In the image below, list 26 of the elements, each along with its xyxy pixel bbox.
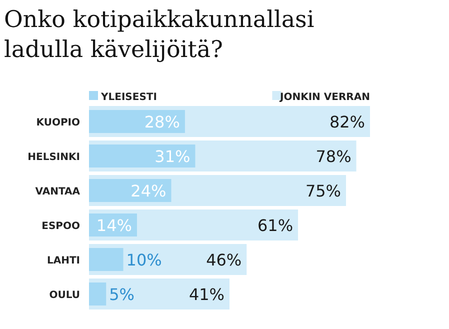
y-tick-label: LAHTI: [46, 256, 80, 266]
y-tick-label: OULU: [49, 290, 80, 301]
chart-title: Onko kotipaikkakunnallasi ladulla kävelijöitä?: [4, 7, 314, 63]
legend-label: YLEISESTI: [100, 92, 157, 103]
y-tick-label: ESPOO: [42, 221, 80, 232]
data-label: 82%: [329, 112, 365, 132]
data-label: 78%: [316, 147, 352, 166]
data-label: 75%: [305, 182, 342, 200]
bar: [89, 179, 172, 202]
data-label: 28%: [144, 112, 180, 132]
data-label: 46%: [206, 250, 242, 270]
data-label: 14%: [96, 216, 132, 235]
bar: [89, 144, 196, 168]
y-tick-label: VANTAA: [35, 186, 80, 198]
data-label: 61%: [257, 216, 294, 235]
data-label: 10%: [126, 250, 162, 270]
bar: [89, 248, 124, 271]
bar: [89, 282, 106, 306]
bar: [89, 110, 185, 133]
legend-label: JONKIN VERRAN: [279, 92, 370, 103]
data-label: 41%: [188, 285, 224, 304]
y-tick-label: KUOPIO: [36, 118, 80, 128]
data-label: 5%: [109, 285, 135, 304]
data-label: 24%: [130, 182, 166, 200]
y-tick-label: HELSINKI: [28, 152, 80, 163]
data-label: 31%: [154, 147, 190, 166]
